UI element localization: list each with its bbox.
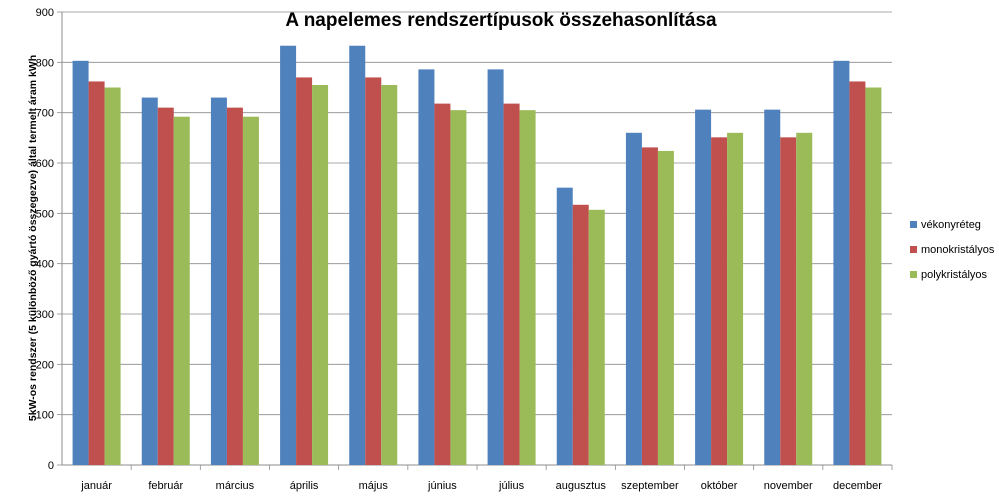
x-tick-label: május: [359, 480, 389, 492]
y-axis-title: 5kW-os rendszer (5 különböző gyártó össz…: [27, 55, 39, 421]
bar: [727, 132, 744, 466]
x-tick-label: január: [80, 480, 112, 492]
bar: [226, 107, 243, 465]
legend-swatch: [910, 221, 917, 228]
y-tick-label: 500: [36, 208, 54, 220]
bar: [849, 81, 866, 466]
y-tick-label: 0: [48, 460, 54, 472]
legend-swatch: [910, 246, 917, 253]
bar: [104, 87, 121, 465]
bar: [72, 60, 89, 465]
bar: [434, 103, 451, 466]
axes: [57, 11, 893, 470]
y-tick-label: 100: [36, 410, 54, 422]
x-tick-label: április: [290, 480, 319, 492]
bar: [418, 69, 435, 465]
bar: [450, 110, 467, 466]
legend: vékonyréteg monokristályos polykristályos: [910, 219, 995, 281]
y-tick-label: 600: [36, 158, 54, 170]
axis-labels: 0 100 200 300 400 500 600 700 800 900 január februá…: [36, 7, 883, 492]
bar: [503, 103, 520, 466]
bar: [157, 107, 174, 465]
bar: [711, 137, 728, 465]
bar: [210, 97, 227, 466]
x-tick-label: december: [833, 480, 882, 492]
y-tick-label: 400: [36, 259, 54, 271]
bar: [588, 209, 605, 465]
y-tick-label: 200: [36, 359, 54, 371]
bar: [780, 137, 797, 465]
bar: [796, 132, 813, 466]
bar: [312, 84, 329, 465]
y-tick-label: 900: [36, 7, 54, 19]
legend-label: monokristályos: [921, 244, 995, 256]
bar: [641, 147, 658, 465]
bar: [556, 187, 573, 465]
gridlines: [62, 11, 892, 416]
x-tick-label: március: [216, 480, 255, 492]
y-tick-label: 700: [36, 108, 54, 120]
x-tick-label: szeptember: [621, 480, 679, 492]
bar: [242, 116, 259, 466]
bar: [833, 60, 850, 465]
bars: [72, 45, 882, 466]
bar: [365, 77, 382, 465]
bar: [280, 45, 297, 466]
x-tick-label: február: [148, 480, 183, 492]
bar: [865, 87, 882, 465]
bar: [349, 45, 366, 466]
y-tick-label: 800: [36, 57, 54, 69]
bar: [141, 97, 158, 466]
bar: [487, 69, 504, 465]
x-tick-label: október: [701, 480, 738, 492]
legend-label: polykristályos: [921, 269, 988, 281]
bar: [519, 110, 536, 466]
bar: [572, 204, 589, 465]
bar: [173, 116, 190, 466]
x-tick-label: július: [498, 480, 525, 492]
chart-title: A napelemes rendszertípusok összehasonlí…: [285, 10, 717, 31]
bar: [764, 109, 781, 465]
x-tick-label: november: [764, 480, 813, 492]
x-tick-label: augusztus: [556, 480, 607, 492]
bar: [381, 84, 398, 465]
legend-swatch: [910, 271, 917, 278]
bar: [296, 77, 313, 465]
y-tick-label: 300: [36, 309, 54, 321]
bar: [657, 150, 674, 466]
bar: [88, 81, 105, 466]
bar: [625, 132, 642, 466]
bar: [695, 109, 712, 465]
x-tick-label: június: [427, 480, 457, 492]
legend-label: vékonyréteg: [921, 219, 981, 231]
